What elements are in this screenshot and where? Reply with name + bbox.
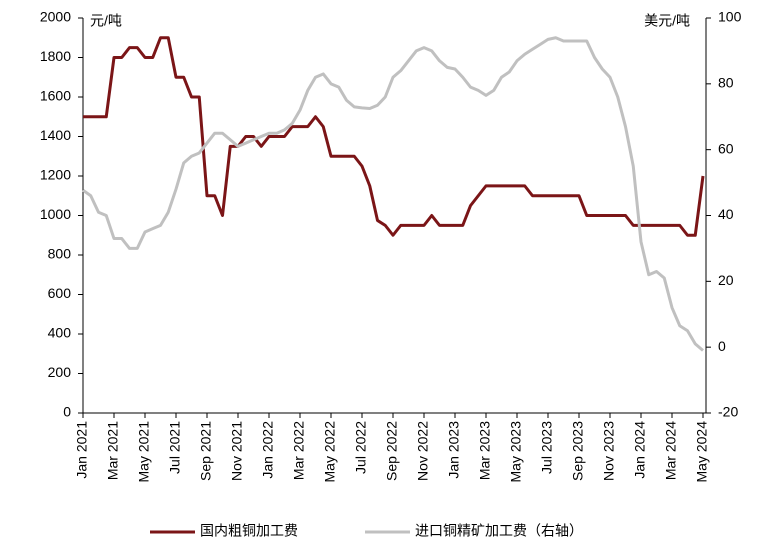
x-tick-label: Jul 2023 xyxy=(539,421,555,474)
y-tick-label: 600 xyxy=(48,285,72,301)
y2-tick-label: 0 xyxy=(718,338,726,354)
y-tick-label: 400 xyxy=(48,325,72,341)
y-tick-label: 1600 xyxy=(40,88,71,104)
y-tick-label: 800 xyxy=(48,246,72,262)
y2-tick-label: 100 xyxy=(718,9,742,25)
series-line xyxy=(83,36,705,237)
x-tick-label: Jul 2022 xyxy=(353,421,369,474)
y2-tick-label: 80 xyxy=(718,75,734,91)
y2-tick-label: 40 xyxy=(718,206,734,222)
x-tick-label: Sep 2022 xyxy=(384,421,400,481)
x-tick-label: Nov 2023 xyxy=(601,421,617,481)
series-line xyxy=(82,36,704,352)
legend-label: 进口铜精矿加工费（右轴） xyxy=(415,523,583,539)
y-tick-label: 1400 xyxy=(40,127,71,143)
x-tick-label: Jan 2022 xyxy=(260,421,276,479)
y-tick-label: 1800 xyxy=(40,48,71,64)
x-tick-label: Jan 2023 xyxy=(446,421,462,479)
x-tick-label: Mar 2023 xyxy=(477,421,493,480)
x-tick-label: May 2024 xyxy=(694,421,710,483)
y-unit: 元/吨 xyxy=(90,13,122,29)
y2-tick-label: 20 xyxy=(718,272,734,288)
x-tick-label: Sep 2021 xyxy=(198,421,214,481)
y-tick-label: 0 xyxy=(63,404,71,420)
x-tick-label: May 2022 xyxy=(322,421,338,483)
x-tick-label: Mar 2022 xyxy=(291,421,307,480)
x-tick-label: Nov 2022 xyxy=(415,421,431,481)
y-tick-label: 1000 xyxy=(40,206,71,222)
x-tick-label: Jan 2024 xyxy=(632,421,648,479)
x-tick-label: Mar 2021 xyxy=(105,421,121,480)
x-tick-label: May 2023 xyxy=(508,421,524,483)
legend-label: 国内粗铜加工费 xyxy=(200,523,298,539)
x-tick-label: Nov 2021 xyxy=(229,421,245,481)
x-tick-label: Mar 2024 xyxy=(663,421,679,480)
y2-unit: 美元/吨 xyxy=(644,13,690,29)
x-tick-label: May 2021 xyxy=(136,421,152,483)
y2-tick-label: -20 xyxy=(718,404,738,420)
y-tick-label: 2000 xyxy=(40,9,71,25)
y-tick-label: 1200 xyxy=(40,167,71,183)
y-tick-label: 200 xyxy=(48,364,72,380)
y2-tick-label: 60 xyxy=(718,140,734,156)
x-tick-label: Sep 2023 xyxy=(570,421,586,481)
x-tick-label: Jan 2021 xyxy=(74,421,90,479)
x-tick-label: Jul 2021 xyxy=(167,421,183,474)
